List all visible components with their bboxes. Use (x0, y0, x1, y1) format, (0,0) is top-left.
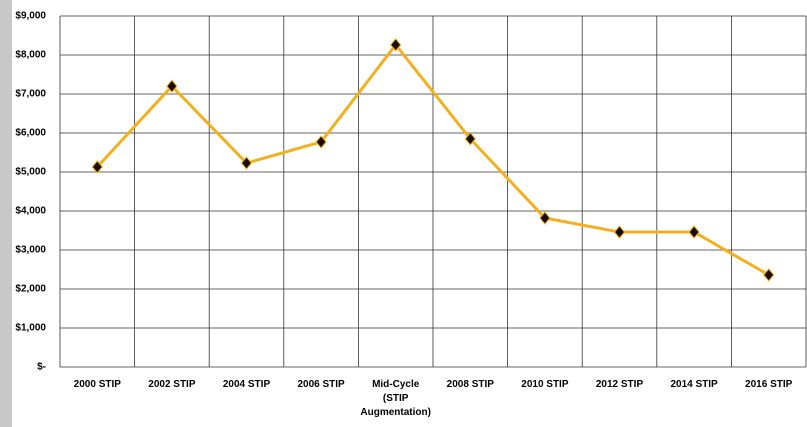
x-tick-label: 2006 STIP (297, 379, 345, 390)
x-tick-label: 2016 STIP (745, 379, 793, 390)
y-tick-label: $5,000 (15, 167, 46, 178)
y-tick-label: $- (37, 362, 46, 373)
marker (688, 225, 700, 239)
x-tick-label: 2012 STIP (595, 379, 644, 390)
y-tick-label: $7,000 (15, 89, 46, 100)
marker (613, 225, 626, 239)
x-tick-label: 2008 STIP (446, 379, 494, 390)
marker (315, 135, 327, 149)
x-tick-label: 2002 STIP (148, 379, 196, 390)
marker (166, 79, 178, 93)
y-tick-label: $3,000 (15, 245, 46, 256)
marker (763, 268, 775, 282)
y-tick-label: $1,000 (15, 323, 46, 334)
y-tick-label: $8,000 (15, 50, 46, 61)
x-tick-label: 2004 STIP (222, 379, 271, 390)
x-tick-label: 2010 STIP (521, 379, 569, 390)
marker (390, 38, 402, 52)
y-tick-label: $4,000 (15, 206, 46, 217)
marker (464, 132, 476, 146)
y-tick-label: $6,000 (15, 128, 46, 139)
x-tick-label: 2014 STIP (670, 379, 718, 390)
y-tick-label: $2,000 (15, 284, 46, 295)
marker (539, 211, 551, 225)
side-strip (0, 0, 12, 427)
x-tick-label: Mid-Cycle (STIP Augmentation) (360, 379, 431, 418)
x-tick-label: 2000 STIP (73, 379, 121, 390)
line (96, 43, 770, 277)
y-tick-label: $9,000 (15, 11, 46, 22)
marker (240, 156, 253, 170)
marker (91, 160, 103, 174)
